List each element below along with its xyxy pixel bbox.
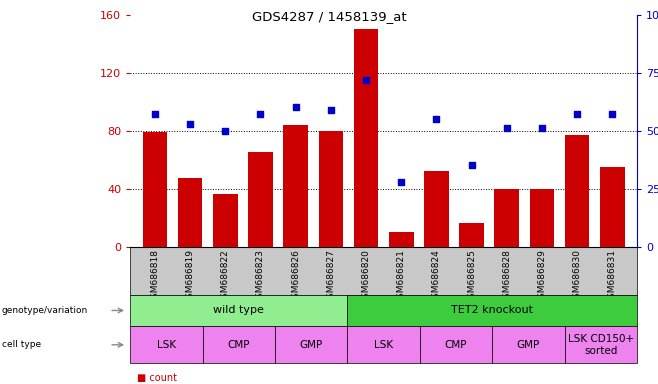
Point [431, 116, 442, 122]
Text: LSK CD150+
sorted: LSK CD150+ sorted [568, 334, 634, 356]
Text: GDS4287 / 1458139_at: GDS4287 / 1458139_at [252, 10, 406, 23]
Text: CMP: CMP [228, 340, 250, 350]
Bar [530, 189, 554, 247]
Point [396, 179, 407, 185]
Text: LSK: LSK [157, 340, 176, 350]
Text: CMP: CMP [445, 340, 467, 350]
Text: GMP: GMP [299, 340, 323, 350]
Point [501, 125, 512, 131]
Point [255, 111, 266, 118]
Bar [178, 179, 203, 247]
Text: ■ count: ■ count [137, 373, 177, 383]
Point [185, 121, 195, 127]
Point [361, 76, 371, 83]
Text: TET2 knockout: TET2 knockout [451, 305, 533, 316]
Point [537, 125, 547, 131]
Bar [459, 223, 484, 247]
Bar [213, 194, 238, 247]
Text: GMP: GMP [517, 340, 540, 350]
Bar [248, 152, 273, 247]
Point [467, 162, 477, 169]
Bar [354, 29, 378, 247]
Bar [389, 232, 413, 247]
Bar [143, 132, 167, 247]
Point [149, 111, 160, 118]
Bar [318, 131, 343, 247]
Text: LSK: LSK [374, 340, 393, 350]
Bar [600, 167, 624, 247]
Text: genotype/variation: genotype/variation [2, 306, 88, 315]
Text: cell type: cell type [2, 340, 41, 349]
Bar [284, 125, 308, 247]
Point [572, 111, 582, 118]
Point [290, 104, 301, 111]
Point [607, 111, 618, 118]
Bar [565, 135, 590, 247]
Bar [494, 189, 519, 247]
Bar [424, 171, 449, 247]
Point [326, 107, 336, 113]
Point [220, 127, 230, 134]
Text: wild type: wild type [213, 305, 265, 316]
